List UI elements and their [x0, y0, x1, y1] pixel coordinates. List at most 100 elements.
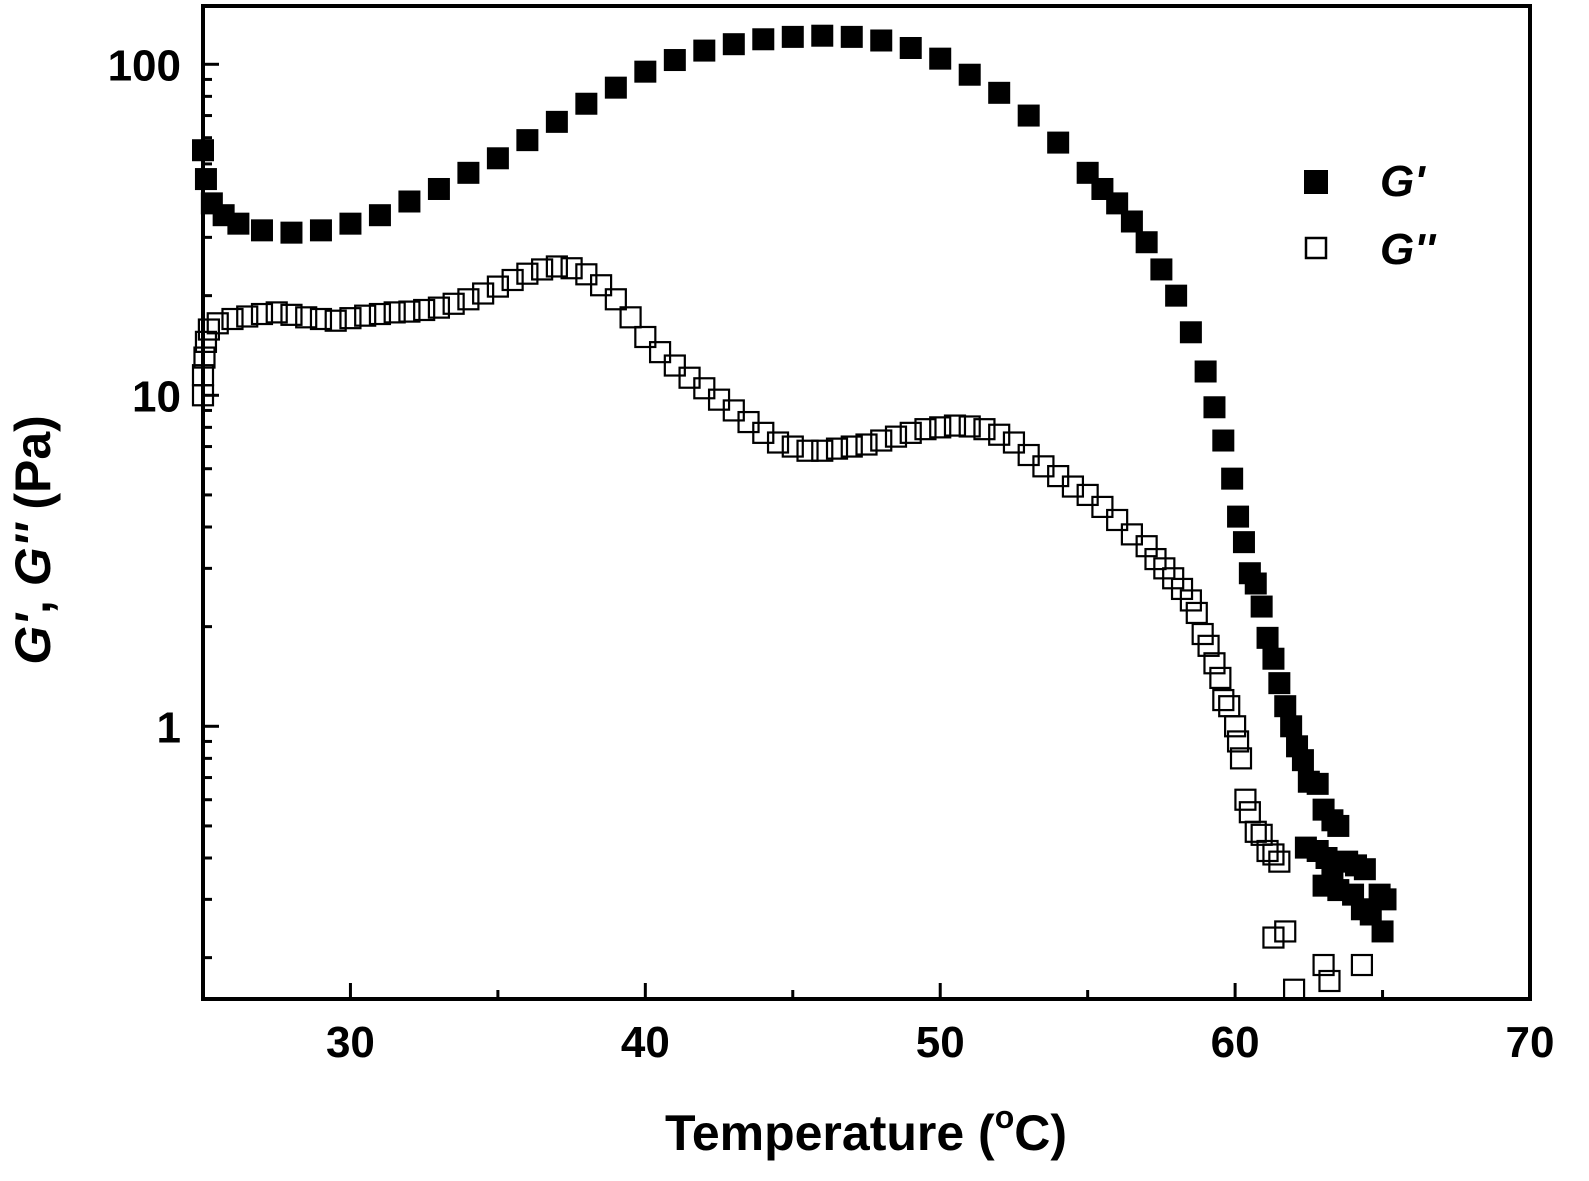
data-point-open: [1234, 788, 1257, 811]
data-point-filled: [870, 29, 893, 52]
plot-frame: [201, 4, 1532, 1001]
data-point-open: [1106, 508, 1129, 532]
x-axis-title-prefix: Temperature (: [665, 1105, 995, 1161]
data-point-filled: [1047, 131, 1070, 154]
data-point-filled: [192, 139, 214, 162]
data-point-open: [236, 305, 259, 328]
series-g-prime: [192, 24, 1397, 943]
data-point-open: [1350, 953, 1374, 977]
data-point-open: [619, 306, 642, 329]
data-point-filled: [1268, 672, 1291, 695]
x-axis-title: Temperature (oC): [665, 1099, 1067, 1161]
y-tick-label: 1: [157, 703, 181, 752]
data-point-open: [929, 416, 952, 439]
data-point-filled: [693, 39, 716, 62]
data-point-open: [472, 282, 495, 305]
data-point-open: [884, 425, 908, 448]
data-point-open: [442, 292, 465, 315]
x-tick-label: 70: [1506, 1018, 1555, 1067]
data-point-filled: [1212, 429, 1235, 452]
data-point-open: [1179, 589, 1202, 612]
data-point-open: [796, 439, 819, 462]
data-point-filled: [339, 212, 362, 235]
data-point-open: [1076, 483, 1099, 507]
data-point-open: [427, 296, 451, 319]
data-point-filled: [1232, 531, 1255, 554]
data-point-open: [1209, 666, 1232, 690]
data-point-filled: [1194, 360, 1217, 383]
data-point-open: [1135, 535, 1158, 558]
data-point-open: [766, 431, 790, 454]
data-point-filled: [280, 221, 303, 244]
data-point-open: [501, 268, 524, 292]
data-point-open: [1262, 843, 1285, 866]
data-point-open: [958, 415, 981, 438]
data-point-open: [221, 307, 244, 331]
data-point-filled: [1227, 505, 1250, 528]
data-point-open: [589, 274, 613, 297]
data-point-open: [825, 437, 849, 460]
data-point-filled: [1291, 749, 1314, 772]
data-point-open: [914, 418, 937, 441]
data-point-open: [339, 307, 362, 330]
data-point-open: [383, 301, 406, 324]
data-point-open: [1318, 969, 1341, 993]
data-point-filled: [1135, 231, 1158, 254]
data-point-open: [1091, 495, 1114, 519]
data-point-open: [295, 306, 318, 329]
data-point-filled: [1017, 104, 1040, 127]
data-point-filled: [545, 110, 568, 133]
data-point-open: [545, 255, 568, 278]
data-point-open: [1017, 443, 1040, 467]
data-point-filled: [899, 36, 922, 59]
data-point-filled: [516, 129, 539, 152]
data-point-open: [197, 318, 220, 341]
data-point-open: [663, 354, 686, 377]
y-axis-title-g2: G'': [5, 521, 61, 586]
data-point-filled: [194, 168, 217, 191]
data-point-filled: [1371, 920, 1394, 943]
legend: G' G'': [1304, 157, 1437, 274]
data-point-open: [1238, 801, 1261, 824]
data-point-filled: [929, 47, 952, 70]
data-point-open: [457, 288, 480, 311]
data-point-filled: [398, 190, 421, 213]
data-point-filled: [840, 25, 863, 48]
data-point-open: [309, 307, 333, 331]
data-point-open: [604, 288, 627, 311]
data-point-filled: [1221, 467, 1244, 490]
data-point-open: [486, 275, 509, 298]
data-point-filled: [1165, 284, 1188, 307]
data-point-filled: [1120, 210, 1143, 233]
data-point-filled: [1250, 595, 1273, 618]
data-point-filled: [1274, 695, 1297, 718]
data-point-open: [1218, 695, 1241, 718]
data-point-open: [634, 325, 657, 349]
data-point-filled: [781, 25, 804, 48]
data-point-open: [1229, 747, 1253, 770]
data-point-open: [280, 303, 303, 326]
data-point-open: [193, 346, 216, 369]
data-point-open: [194, 330, 218, 353]
axis-tick-labels: 30 40 50 60 70 1 10 100: [108, 41, 1555, 1067]
data-point-filled: [227, 212, 250, 235]
data-point-open: [1191, 622, 1214, 646]
x-tick-label: 40: [621, 1018, 670, 1067]
data-point-open: [1212, 688, 1235, 712]
data-point-open: [398, 300, 421, 323]
data-point-open: [781, 435, 804, 458]
data-point-open: [855, 433, 878, 456]
data-point-filled: [1280, 715, 1303, 738]
data-point-open: [413, 298, 436, 322]
data-point-open: [899, 421, 922, 444]
x-axis-title-suffix: C): [1014, 1105, 1067, 1161]
y-tick-label: 100: [108, 41, 181, 90]
data-point-open: [1282, 978, 1306, 1001]
data-point-open: [324, 309, 347, 332]
series-layer: [191, 24, 1397, 1001]
data-point-open: [973, 418, 996, 441]
data-point-filled: [309, 219, 332, 242]
data-point-open: [1185, 601, 1208, 625]
y-tick-label: 10: [132, 372, 181, 421]
